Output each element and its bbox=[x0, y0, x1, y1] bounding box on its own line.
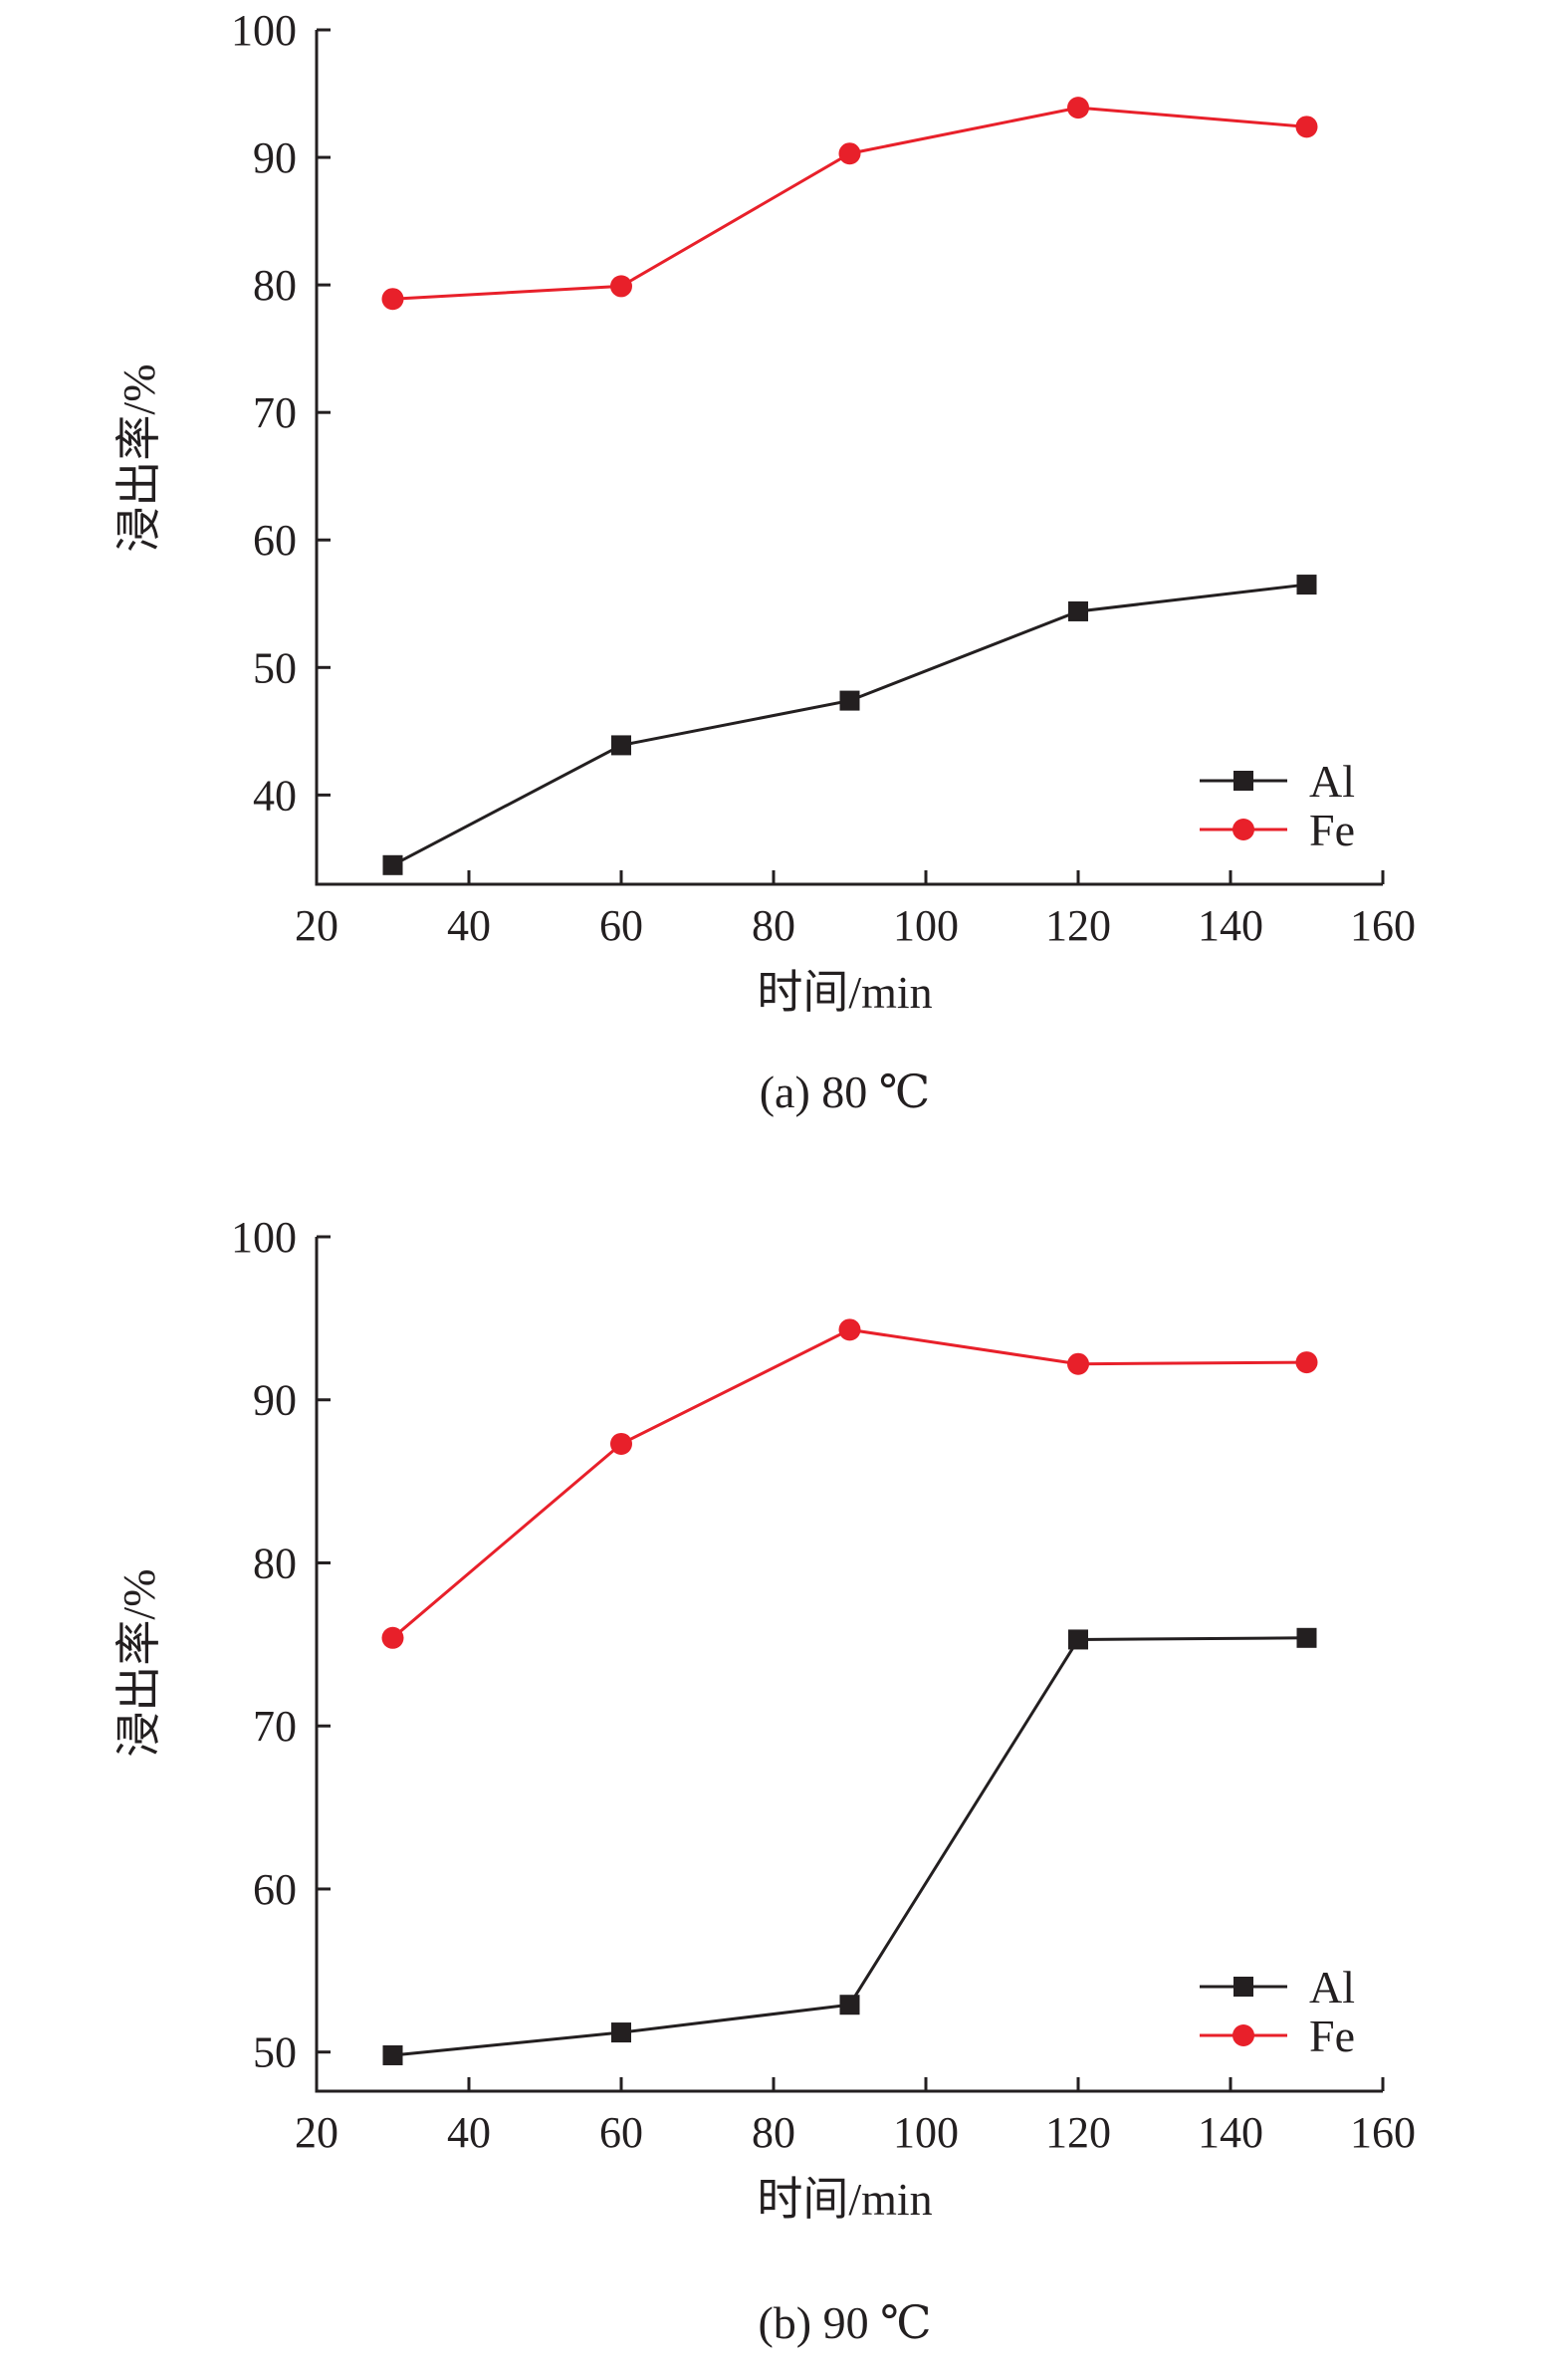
chart-panel-2: 20 40 60 80 100 120 140 160 50 60 70 80 90 100 时间/min 浸… bbox=[113, 1213, 1416, 2348]
legend-label-fe: Fe bbox=[1309, 2011, 1355, 2061]
y-tick-label: 80 bbox=[253, 261, 297, 310]
data-point-al bbox=[382, 2044, 403, 2065]
data-point-fe bbox=[381, 1626, 404, 1649]
y-tick-label: 50 bbox=[253, 2028, 297, 2077]
series-line-fe bbox=[391, 1327, 1307, 1639]
data-point-fe bbox=[1067, 97, 1089, 119]
y-tick-label: 60 bbox=[253, 516, 297, 565]
x-tick-label: 80 bbox=[752, 2108, 795, 2157]
data-point-al bbox=[611, 735, 631, 756]
x-tick-label: 140 bbox=[1198, 901, 1263, 950]
series-line-al bbox=[392, 1636, 1307, 2057]
data-point-fe bbox=[381, 288, 404, 311]
legend-marker-fe bbox=[1232, 819, 1254, 840]
data-point-fe bbox=[1067, 1352, 1089, 1375]
x-tick-label: 100 bbox=[893, 2108, 959, 2157]
y-tick-label: 80 bbox=[253, 1539, 297, 1587]
data-point-al bbox=[611, 2022, 631, 2043]
data-point-al bbox=[382, 854, 403, 875]
legend-label-fe: Fe bbox=[1309, 805, 1355, 855]
chart-panel-1: 20 40 60 80 100 120 140 160 40 50 60 70 80 90 100 时间/mi… bbox=[113, 6, 1416, 1117]
data-point-al bbox=[839, 1995, 860, 2016]
series-line-al bbox=[391, 583, 1307, 867]
x-tick-label: 40 bbox=[447, 2108, 491, 2157]
data-point-fe bbox=[610, 275, 632, 298]
y-tick-label: 100 bbox=[231, 6, 297, 55]
y-tick-label: 70 bbox=[253, 1702, 297, 1751]
panel-caption: (a) 80 ℃ bbox=[760, 1067, 931, 1117]
x-tick-label: 120 bbox=[1045, 901, 1111, 950]
panel-caption: (b) 90 ℃ bbox=[758, 2297, 931, 2348]
legend-marker-al bbox=[1233, 771, 1253, 791]
x-tick-label: 120 bbox=[1045, 2108, 1111, 2157]
y-tick-label: 60 bbox=[253, 1865, 297, 1914]
data-point-fe bbox=[1295, 116, 1318, 138]
x-tick-label: 140 bbox=[1198, 2108, 1263, 2157]
x-tick-label: 20 bbox=[295, 901, 338, 950]
y-axis-title: 浸出率/% bbox=[113, 1568, 164, 1757]
legend-marker-fe bbox=[1232, 2024, 1254, 2046]
x-tick-label: 20 bbox=[295, 2108, 338, 2157]
data-point-al bbox=[1068, 1629, 1088, 1650]
y-axis-title: 浸出率/% bbox=[113, 363, 164, 552]
x-tick-label: 80 bbox=[752, 901, 795, 950]
x-tick-label: 60 bbox=[599, 901, 643, 950]
data-point-al bbox=[839, 690, 860, 711]
x-axis-title: 时间/min bbox=[757, 2174, 932, 2225]
data-point-fe bbox=[1295, 1351, 1318, 1374]
axes bbox=[315, 1237, 1383, 2093]
data-point-al bbox=[1296, 1627, 1317, 1648]
y-tick-label: 70 bbox=[253, 388, 297, 437]
legend-marker-al bbox=[1233, 1977, 1253, 1997]
data-point-al bbox=[1068, 600, 1088, 621]
y-tick-label: 90 bbox=[253, 133, 297, 182]
series-line-fe bbox=[392, 106, 1307, 301]
x-tick-label: 160 bbox=[1350, 2108, 1416, 2157]
x-tick-label: 40 bbox=[447, 901, 491, 950]
y-tick-label: 90 bbox=[253, 1376, 297, 1425]
x-tick-label: 100 bbox=[893, 901, 959, 950]
legend-label-al: Al bbox=[1309, 756, 1355, 807]
data-point-fe bbox=[838, 1318, 861, 1341]
data-point-fe bbox=[838, 142, 861, 165]
x-tick-label: 160 bbox=[1350, 901, 1416, 950]
y-tick-label: 50 bbox=[253, 643, 297, 692]
x-axis-title: 时间/min bbox=[757, 967, 932, 1018]
x-tick-label: 60 bbox=[599, 2108, 643, 2157]
y-tick-label: 100 bbox=[231, 1213, 297, 1262]
legend-label-al: Al bbox=[1309, 1962, 1355, 2013]
data-point-fe bbox=[610, 1432, 632, 1455]
y-tick-label: 40 bbox=[253, 771, 297, 820]
data-point-al bbox=[1296, 575, 1317, 595]
